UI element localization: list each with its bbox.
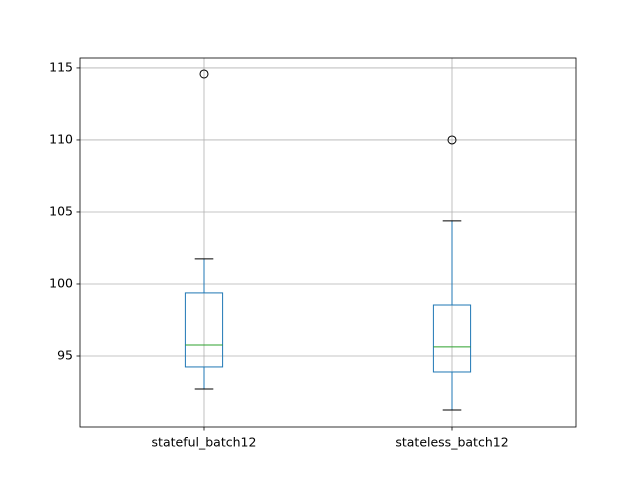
box (184, 292, 224, 368)
flier (199, 69, 209, 79)
flier (447, 135, 457, 145)
x-tick-label: stateless_batch12 (395, 435, 508, 450)
box (432, 304, 472, 373)
x-tick-label: stateful_batch12 (152, 435, 257, 450)
y-tick-label: 115 (49, 59, 73, 74)
y-tick-label: 95 (57, 347, 73, 362)
y-tick-label: 105 (49, 203, 73, 218)
y-tick-label: 110 (49, 131, 73, 146)
y-tick-label: 100 (49, 275, 73, 290)
plot-frame (79, 57, 577, 428)
